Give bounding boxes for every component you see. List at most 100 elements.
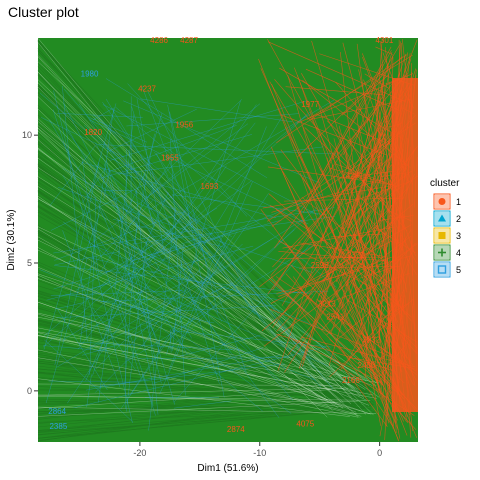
hull-line — [172, 244, 184, 351]
point-label: 1977 — [301, 100, 319, 109]
hull-line — [125, 168, 223, 322]
hull-line — [149, 219, 303, 316]
hull-line — [37, 229, 362, 400]
hull-line — [37, 400, 358, 417]
hull-line — [141, 373, 156, 416]
hull-line — [122, 198, 294, 401]
hull-line — [119, 205, 198, 266]
hull-line — [345, 150, 382, 390]
hull-line — [37, 82, 374, 416]
hull-line — [127, 83, 248, 217]
hull-line — [67, 165, 227, 404]
hull-line — [37, 121, 352, 406]
hull-line — [166, 183, 334, 390]
hull-line — [381, 286, 393, 299]
hull-line — [278, 251, 388, 262]
hull-line — [336, 296, 388, 341]
hull-line — [37, 319, 369, 404]
circle-icon — [438, 198, 446, 205]
hull-line — [296, 206, 399, 430]
hull-line — [136, 98, 165, 253]
point-label: 1955 — [161, 154, 179, 163]
hull-line — [62, 175, 153, 331]
hull-line — [300, 309, 388, 427]
hull-line — [289, 154, 393, 329]
hull-line — [37, 228, 339, 408]
hull-line — [298, 242, 383, 257]
hull-line — [37, 394, 356, 428]
hull-line — [37, 348, 337, 388]
square-icon — [438, 232, 446, 239]
hull-line — [54, 251, 120, 266]
hull-line — [320, 72, 386, 305]
hull-line — [135, 190, 159, 415]
hull-line — [37, 278, 355, 392]
hull-line — [340, 52, 380, 391]
hull-line — [37, 84, 373, 391]
hull-line — [37, 72, 374, 387]
hull-line — [274, 81, 394, 249]
hull-line — [267, 166, 392, 185]
point-label: 3213 — [318, 299, 336, 308]
hull-line — [279, 67, 404, 140]
hull-line — [117, 146, 324, 175]
hull-line — [105, 78, 268, 179]
legend-key-1 — [433, 193, 451, 210]
hull-line — [72, 220, 324, 331]
hull-line — [37, 239, 367, 401]
hull-line — [78, 214, 100, 273]
point-label: 2450 — [358, 361, 376, 370]
hull-line — [37, 323, 345, 393]
hull-line — [261, 203, 414, 332]
hull-line — [173, 400, 232, 409]
legend: cluster 1 2 3 4 5 — [430, 178, 461, 278]
hull-line — [125, 148, 127, 409]
legend-label: 5 — [456, 265, 461, 275]
hull-line — [326, 120, 383, 177]
hull-line — [146, 180, 284, 347]
hull-line — [108, 125, 237, 173]
hull-line — [148, 229, 232, 358]
hull-line — [44, 111, 311, 336]
point-label: 4287 — [180, 36, 198, 45]
hull-line — [276, 333, 396, 372]
hull-line — [40, 93, 311, 316]
hull-line — [132, 250, 210, 308]
legend-key-2 — [433, 210, 451, 227]
hull-line — [106, 108, 197, 153]
x-axis-title: Dim1 (51.6%) — [197, 463, 258, 474]
hull-line — [147, 90, 261, 320]
hull-line — [102, 104, 319, 216]
hull-line — [50, 183, 148, 231]
hull-line — [37, 334, 362, 417]
hull-line — [37, 332, 358, 415]
hull-line — [98, 116, 121, 142]
hull-line — [336, 149, 402, 397]
hull-line — [37, 176, 377, 386]
hull-line — [373, 293, 392, 317]
point-label: 2541 — [326, 312, 344, 321]
hull-line — [380, 324, 385, 327]
hull-line — [102, 101, 256, 315]
hull-line — [267, 122, 416, 222]
hull-line — [37, 389, 331, 409]
hull-line — [128, 282, 232, 338]
hull-line — [297, 56, 403, 158]
hull-line — [168, 206, 318, 350]
legend-label: 1 — [456, 197, 461, 207]
hull-line — [81, 343, 120, 356]
hull-line — [99, 157, 174, 275]
hull-line — [263, 236, 412, 347]
hull-line — [81, 156, 99, 275]
hull-line — [126, 113, 299, 127]
hull-line — [79, 108, 114, 346]
hull-line — [272, 114, 416, 268]
hull-line — [95, 142, 181, 312]
hull-line — [39, 269, 316, 381]
hull-line — [37, 247, 328, 401]
hull-line — [62, 119, 192, 339]
hull-line — [302, 50, 392, 214]
point-label: 2166 — [342, 376, 360, 385]
hull-line — [298, 196, 382, 318]
hull-line — [95, 243, 243, 393]
